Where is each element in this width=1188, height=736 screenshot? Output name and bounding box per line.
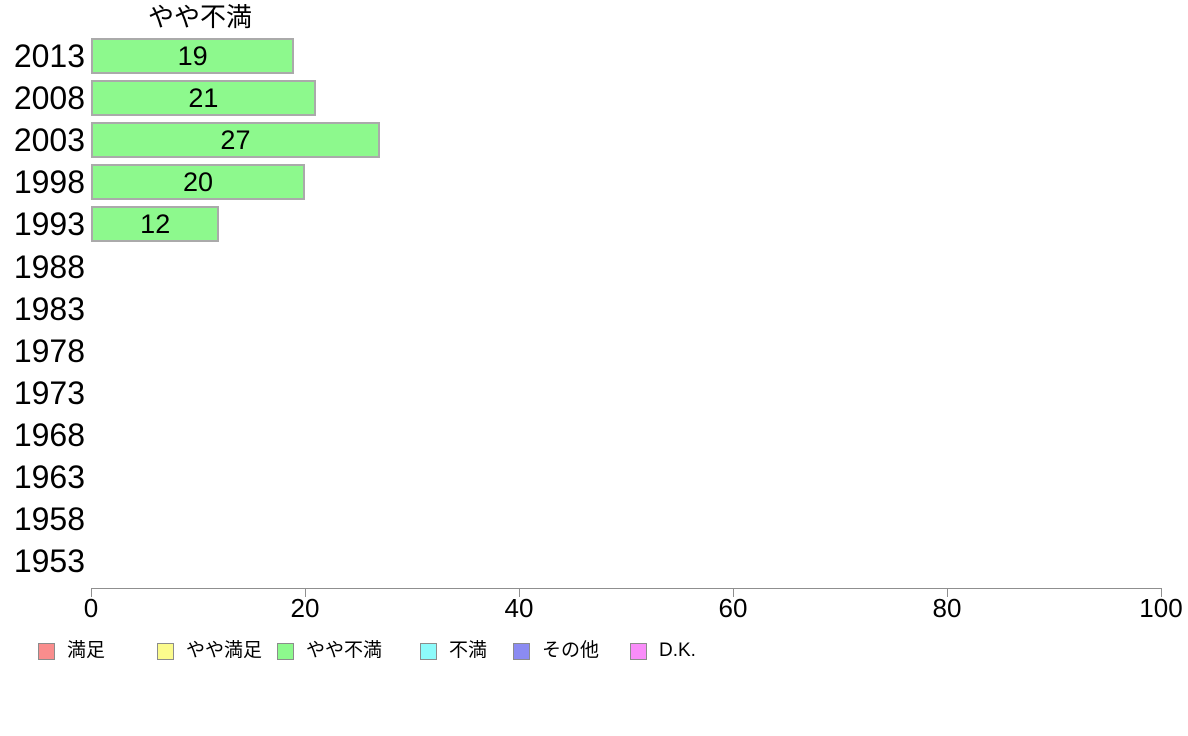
y-axis-label: 2008 [13, 80, 85, 117]
chart-title: やや不満 [148, 2, 253, 32]
legend-label: 満足 [67, 640, 106, 661]
legend-item: やや満足 [157, 640, 262, 662]
x-axis-tick-label: 20 [290, 593, 320, 623]
legend-label: 不満 [449, 640, 488, 661]
x-axis-tick-label: 80 [932, 593, 962, 623]
x-axis-tick-label: 0 [83, 593, 99, 623]
legend-label: D.K. [659, 640, 696, 661]
y-axis-label: 1953 [13, 543, 85, 580]
x-axis-tick [519, 589, 520, 597]
y-axis-label: 1993 [13, 206, 85, 243]
y-axis-label: 1998 [13, 164, 85, 201]
bar: 27 [91, 122, 380, 159]
y-axis-label: 2013 [13, 38, 85, 74]
bar-value-label: 12 [140, 208, 171, 239]
x-axis-tick [947, 589, 948, 597]
x-axis-tick [305, 589, 306, 597]
legend-swatch [630, 642, 647, 660]
y-axis-label: 2003 [13, 122, 85, 159]
bar-value-label: 21 [188, 82, 219, 113]
bar: 19 [91, 38, 295, 74]
y-axis-label: 1963 [13, 459, 85, 495]
bar-value-label: 20 [182, 166, 214, 197]
x-axis-tick [733, 589, 734, 597]
legend-item: その他 [513, 640, 599, 662]
legend-swatch [277, 642, 294, 660]
y-axis-label: 1988 [13, 248, 85, 285]
x-axis-tick [91, 589, 92, 597]
y-axis-label: 1968 [13, 416, 85, 453]
legend-item: 満足 [38, 640, 105, 662]
bar: 20 [91, 164, 305, 201]
legend-label: やや満足 [186, 640, 263, 661]
y-axis-label: 1983 [13, 290, 85, 327]
x-axis-tick [1161, 589, 1162, 597]
bar: 21 [91, 80, 316, 117]
legend-swatch [513, 642, 530, 660]
legend-swatch [420, 642, 437, 660]
y-axis-label: 1973 [13, 374, 85, 411]
x-axis-tick-label: 60 [718, 593, 748, 623]
legend-item: 不満 [420, 640, 487, 662]
bar-value-label: 19 [177, 40, 208, 71]
legend-item: やや不満 [277, 640, 382, 662]
y-axis-label: 1978 [13, 332, 85, 369]
x-axis-line [90, 588, 1162, 589]
legend-item: D.K. [630, 640, 696, 662]
x-axis-tick-label: 40 [504, 593, 534, 623]
bar: 12 [91, 206, 220, 243]
legend-swatch [157, 642, 174, 660]
legend-label: やや不満 [306, 640, 383, 661]
x-axis-tick-label: 100 [1139, 593, 1183, 623]
bar-value-label: 27 [220, 124, 251, 155]
y-axis-label: 1958 [13, 501, 85, 538]
legend-swatch [38, 642, 55, 660]
legend-label: その他 [542, 640, 600, 661]
